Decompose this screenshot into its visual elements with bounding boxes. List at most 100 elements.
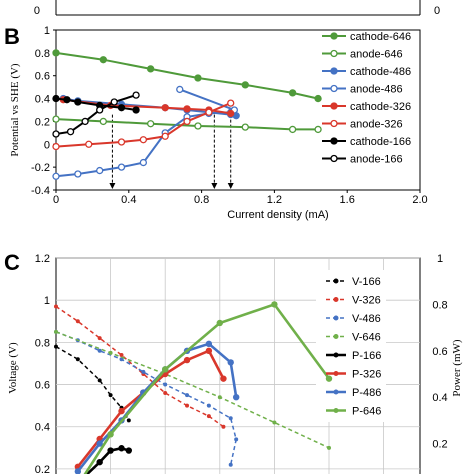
- data-point-v-326: [163, 390, 168, 395]
- data-point-v-486: [228, 416, 233, 421]
- y2-tick-label: 0.4: [432, 392, 447, 404]
- data-point-v-646: [327, 445, 331, 450]
- data-point-cathode-166: [132, 106, 140, 114]
- legend-marker-anode-486: [330, 84, 338, 93]
- data-point-p-486: [232, 394, 240, 401]
- data-point-v-646: [108, 350, 113, 355]
- y2-tick-label: 1: [437, 253, 443, 265]
- legend-label-p-486: P-486: [352, 387, 381, 399]
- data-point-cathode-646: [241, 81, 249, 89]
- legend-marker-anode-646: [330, 49, 338, 58]
- data-point-anode-166: [66, 128, 75, 136]
- legend-label-v-166: V-166: [352, 276, 381, 288]
- x-axis-label: Current density (mA): [227, 209, 328, 221]
- data-point-cathode-166: [52, 94, 60, 103]
- data-point-anode-326: [52, 142, 60, 151]
- data-point-cathode-646: [314, 94, 322, 103]
- data-point-p-326: [220, 375, 227, 382]
- x-tick-label: 2.0: [412, 194, 427, 206]
- data-point-p-646: [325, 375, 333, 382]
- data-point-cathode-326: [227, 109, 235, 118]
- data-point-anode-646: [52, 115, 60, 123]
- y-tick-label: 1: [44, 25, 50, 37]
- data-point-anode-166: [81, 117, 89, 126]
- data-point-p-326: [118, 407, 125, 415]
- legend-label-v-326: V-326: [352, 295, 381, 307]
- y-tick-label: 0.8: [35, 48, 50, 60]
- series-line-anode-326: [55, 102, 232, 148]
- data-point-p-646: [271, 301, 278, 308]
- legend-marker-p-166: [333, 352, 339, 358]
- series-line-v-646: [55, 331, 330, 449]
- data-point-anode-486: [139, 158, 148, 167]
- y2-axis-label: Power (mW): [451, 339, 463, 396]
- x-tick-label: 1.6: [340, 194, 355, 206]
- data-point-anode-326: [161, 132, 169, 140]
- series-line-p-646: [83, 302, 331, 474]
- data-point-anode-486: [52, 172, 60, 180]
- y-tick-label: 0.2: [35, 116, 50, 128]
- legend-label-cathode-326: cathode-326: [350, 101, 411, 113]
- panel-c-letter: C: [4, 250, 20, 275]
- legend-label-v-486: V-486: [352, 313, 381, 325]
- data-point-cathode-166: [117, 104, 126, 112]
- data-point-anode-166: [132, 91, 140, 99]
- legend-label-p-326: P-326: [352, 369, 381, 381]
- y-tick-label: 1: [44, 295, 50, 307]
- x-tick-label: 1.2: [267, 194, 282, 206]
- legend-label-anode-166: anode-166: [350, 154, 403, 166]
- series-line-p-486: [76, 342, 238, 473]
- data-point-anode-646: [241, 123, 249, 131]
- y2-tick-label: 0.6: [432, 346, 447, 358]
- data-point-v-326: [206, 414, 211, 419]
- y2-tick-label: 0.2: [432, 439, 447, 451]
- legend-marker-v-646: [333, 334, 339, 339]
- data-point-cathode-326: [183, 105, 191, 113]
- data-point-p-166: [118, 445, 125, 452]
- y-axis-label: Voltage (V): [7, 342, 19, 394]
- y-tick-label: 0.6: [35, 380, 50, 392]
- annotation-arrow-head: [109, 183, 116, 189]
- data-point-v-166: [75, 357, 80, 362]
- data-point-p-166: [125, 447, 132, 454]
- data-point-anode-166: [96, 106, 104, 114]
- data-point-anode-326: [85, 140, 93, 148]
- legend-label-anode-646: anode-646: [350, 49, 403, 61]
- panel-c-chart: 0.2 0.4 0.6 0.8 1 1.2 0.2 0.4 0.6 0.8 1 Voltage (V)…: [7, 253, 463, 474]
- data-point-v-486: [185, 393, 190, 398]
- y-tick-label: 0.2: [35, 464, 50, 474]
- x-tick-label: 0: [53, 194, 59, 206]
- panel-b-chart: 0 0.4 0.8 1.2 1.6 2.0 -0.4 -0.2 0 0.2 0.4 0.6 0.8 1 Cu…: [9, 25, 428, 221]
- legend-label-anode-326: anode-326: [350, 119, 403, 131]
- legend-marker-p-326: [333, 371, 339, 376]
- legend-marker-cathode-326: [330, 102, 338, 110]
- legend-marker-anode-326: [330, 119, 338, 128]
- data-point-anode-486: [74, 170, 82, 178]
- legend-marker-v-326: [333, 297, 339, 302]
- data-point-anode-646: [146, 120, 155, 128]
- y-tick-label: 0.4: [35, 94, 50, 106]
- legend-marker-p-646: [333, 408, 339, 413]
- data-point-cathode-646: [146, 65, 155, 73]
- y-tick-label: 0.4: [35, 422, 50, 434]
- data-point-v-326: [119, 353, 124, 358]
- data-point-anode-646: [288, 125, 297, 134]
- data-point-anode-486: [176, 85, 184, 94]
- annotation-arrow-head: [227, 183, 234, 189]
- data-point-cathode-326: [161, 104, 169, 112]
- panel-a-right-tick: 0: [434, 5, 440, 17]
- legend-marker-cathode-486: [330, 67, 338, 75]
- legend-box: [316, 270, 386, 422]
- data-point-cathode-646: [288, 89, 297, 97]
- data-point-p-646: [216, 319, 223, 327]
- data-point-v-486: [97, 348, 102, 353]
- legend-label-anode-486: anode-486: [350, 84, 403, 96]
- data-point-cathode-646: [52, 49, 60, 57]
- data-point-p-646: [107, 431, 114, 438]
- data-point-anode-486: [96, 166, 104, 175]
- legend-label-cathode-486: cathode-486: [350, 66, 411, 78]
- data-point-v-486: [206, 403, 211, 408]
- data-point-cathode-646: [194, 74, 202, 82]
- data-point-v-166: [108, 393, 113, 398]
